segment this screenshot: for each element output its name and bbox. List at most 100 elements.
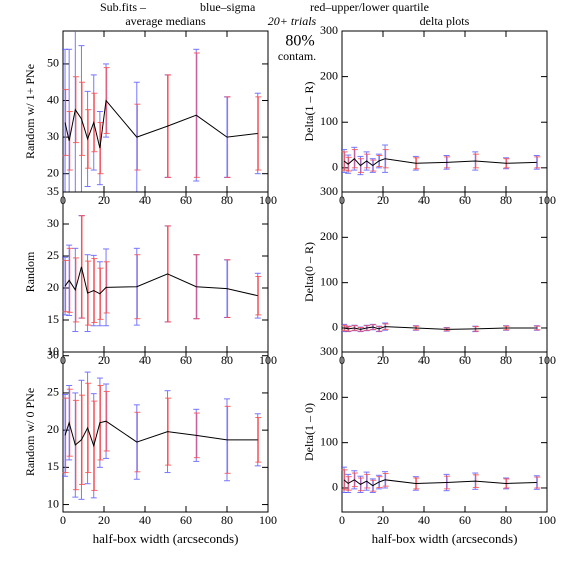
data-line: [343, 158, 537, 167]
y-tick-label: 200: [320, 68, 338, 82]
x-tick-label: 100: [538, 513, 556, 527]
data-line: [64, 99, 258, 149]
error-bar: [66, 48, 73, 192]
y-tick-label: 300: [320, 184, 338, 198]
panel-title: delta plots: [420, 14, 470, 28]
error-bar: [66, 247, 73, 313]
y-tick-label: 20: [47, 165, 59, 179]
y-axis-label: Random w/ 1+ PNe: [23, 64, 37, 159]
x-tick-label: 40: [139, 513, 151, 527]
y-axis-label: Delta(1 – 0): [302, 403, 316, 461]
y-tick-label: 35: [47, 184, 59, 198]
y-tick-label: 30: [47, 347, 59, 361]
y-tick-label: 200: [320, 229, 338, 243]
error-bar: [62, 256, 69, 316]
y-tick-label: 30: [47, 129, 59, 143]
y-tick-label: 200: [320, 389, 338, 403]
data-line: [64, 420, 258, 448]
x-tick-label: 40: [139, 193, 151, 207]
y-tick-label: 15: [47, 312, 59, 326]
error-bar: [255, 416, 262, 463]
x-tick-label: 20: [98, 353, 110, 367]
x-tick-label: 60: [180, 353, 192, 367]
error-bar: [85, 382, 92, 474]
y-tick-label: 300: [320, 23, 338, 37]
x-tick-label: 80: [221, 353, 233, 367]
y-axis-label: Delta(0 – R): [302, 242, 316, 302]
y-tick-label: 0: [332, 160, 338, 174]
x-tick-label: 80: [221, 193, 233, 207]
x-tick-label: 60: [459, 513, 471, 527]
error-bar: [97, 121, 104, 175]
error-bar: [91, 92, 98, 153]
x-axis-label: half-box width (arcseconds): [93, 531, 239, 546]
legend-entry: red–upper/lower quartile: [310, 0, 429, 14]
x-tick-label: 60: [459, 353, 471, 367]
data-line: [343, 326, 537, 330]
x-tick-label: 80: [221, 513, 233, 527]
x-tick-label: 40: [418, 353, 430, 367]
error-bar: [255, 96, 262, 171]
annotation: 20+ trials: [268, 14, 317, 28]
y-tick-label: 20: [47, 422, 59, 436]
y-tick-label: 15: [47, 459, 59, 473]
error-bar: [534, 325, 541, 331]
x-tick-label: 60: [180, 193, 192, 207]
error-bar: [533, 155, 540, 170]
error-bar: [79, 215, 86, 319]
error-bar: [62, 89, 69, 156]
panel-frame: [341, 351, 548, 513]
y-tick-label: 0: [332, 320, 338, 334]
y-tick-label: 100: [320, 114, 338, 128]
x-tick-label: 20: [98, 193, 110, 207]
x-tick-label: 40: [418, 513, 430, 527]
annotation: contam.: [278, 49, 316, 63]
error-bar: [79, 81, 86, 156]
data-line: [343, 479, 537, 487]
y-tick-label: 300: [320, 344, 338, 358]
x-tick-label: 60: [180, 513, 192, 527]
panel-frame: [62, 351, 269, 513]
y-tick-label: 25: [47, 385, 59, 399]
y-tick-label: 10: [47, 344, 59, 358]
error-bar: [255, 275, 262, 316]
error-bar: [85, 109, 92, 169]
y-tick-label: 40: [47, 92, 59, 106]
x-tick-label: 20: [377, 353, 389, 367]
x-tick-label: 20: [377, 513, 389, 527]
x-tick-label: 0: [339, 513, 345, 527]
x-axis-label: half-box width (arcseconds): [372, 531, 518, 546]
error-bar: [534, 476, 541, 489]
y-tick-label: 100: [320, 274, 338, 288]
y-axis-label: Random w/ 0 PNe: [23, 388, 37, 476]
x-tick-label: 80: [500, 353, 512, 367]
y-tick-label: 20: [47, 280, 59, 294]
header-file: Sub.fits –: [100, 0, 147, 14]
x-tick-label: 20: [377, 193, 389, 207]
error-bar: [91, 400, 98, 491]
x-tick-label: 40: [139, 353, 151, 367]
y-tick-label: 100: [320, 434, 338, 448]
x-tick-label: 80: [500, 193, 512, 207]
error-bar: [534, 156, 541, 169]
y-tick-label: 50: [47, 56, 59, 70]
data-line: [64, 266, 258, 297]
y-axis-label: Random: [23, 251, 37, 292]
error-bar: [79, 394, 86, 485]
x-tick-label: 60: [459, 193, 471, 207]
x-tick-label: 20: [98, 513, 110, 527]
error-bar: [66, 111, 73, 171]
panel-title: average medians: [125, 14, 206, 28]
error-bar: [72, 257, 79, 323]
annotation: 80%: [285, 33, 314, 50]
x-tick-label: 0: [60, 513, 66, 527]
y-axis-label: Delta(1 – R): [302, 82, 316, 142]
legend-entry: blue–sigma: [200, 0, 256, 14]
error-bar: [62, 397, 69, 474]
x-tick-label: 40: [418, 193, 430, 207]
y-tick-label: 30: [47, 216, 59, 230]
error-bar: [66, 388, 73, 457]
y-tick-label: 0: [332, 480, 338, 494]
